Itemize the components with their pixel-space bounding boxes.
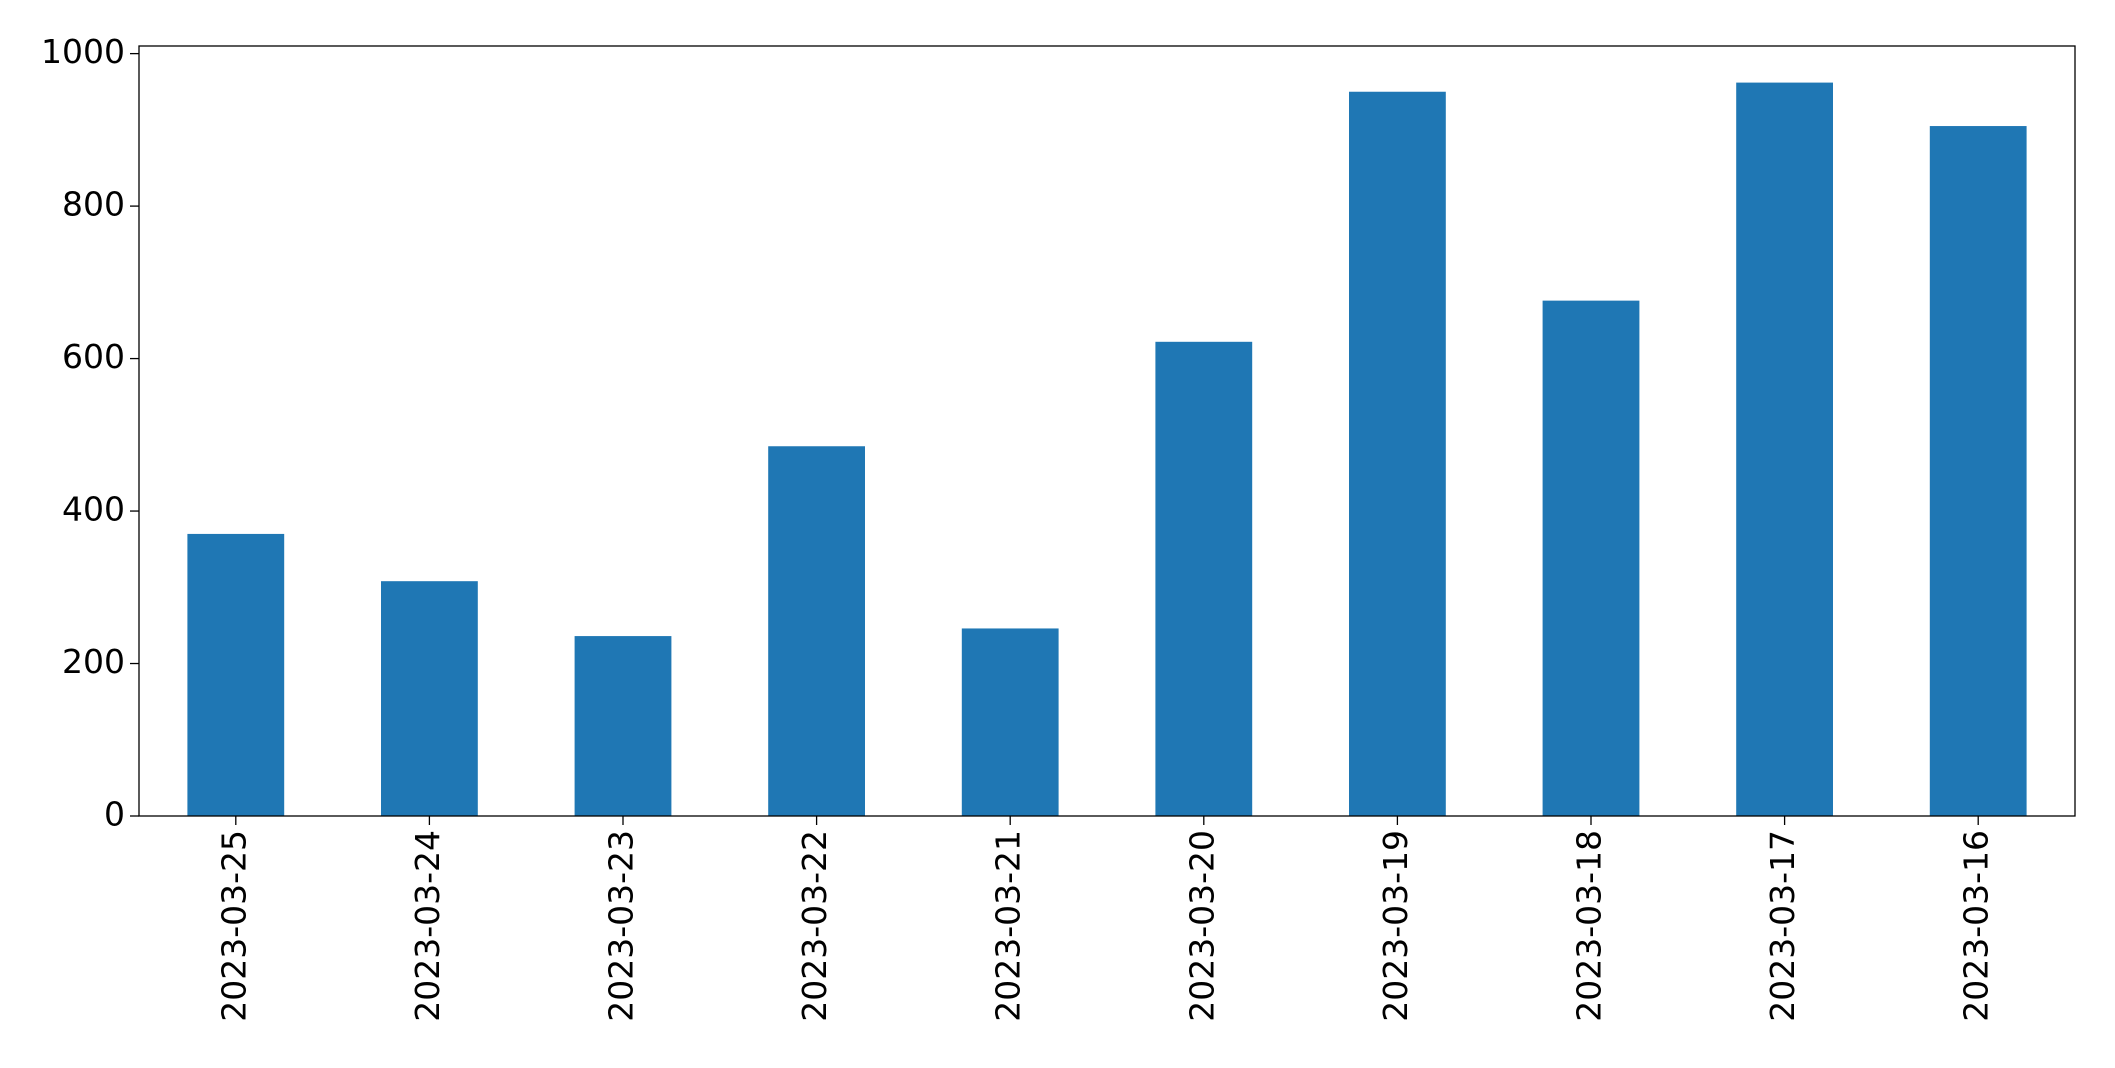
x-tick-label: 2023-03-23 [602,830,641,1022]
bar [1736,82,1833,817]
y-tick-label: 1000 [41,32,125,71]
x-tick-label: 2023-03-24 [408,830,447,1022]
y-tick-label: 400 [62,490,125,529]
bar [1155,341,1253,816]
x-tick-label: 2023-03-20 [1182,830,1221,1022]
y-tick-label: 600 [62,337,125,376]
x-tick-label: 2023-03-25 [214,830,253,1022]
x-tick-label: 2023-03-17 [1763,830,1802,1022]
bar [381,581,478,816]
x-tick-label: 2023-03-19 [1376,830,1415,1022]
y-tick-label: 0 [104,795,125,834]
plot-frame [138,45,2076,817]
bar [961,628,1059,816]
x-tick-label: 2023-03-16 [1957,830,1996,1022]
bar [1929,126,2027,817]
y-tick-label: 200 [62,642,125,681]
bar [768,446,865,816]
x-tick-label: 2023-03-18 [1570,830,1609,1022]
x-tick-label: 2023-03-22 [795,830,834,1022]
x-tick-label: 2023-03-21 [989,830,1028,1022]
y-tick-label: 800 [62,185,125,224]
bar [574,636,672,816]
bar [1349,91,1446,817]
bar [187,533,285,816]
bar [1542,300,1640,816]
